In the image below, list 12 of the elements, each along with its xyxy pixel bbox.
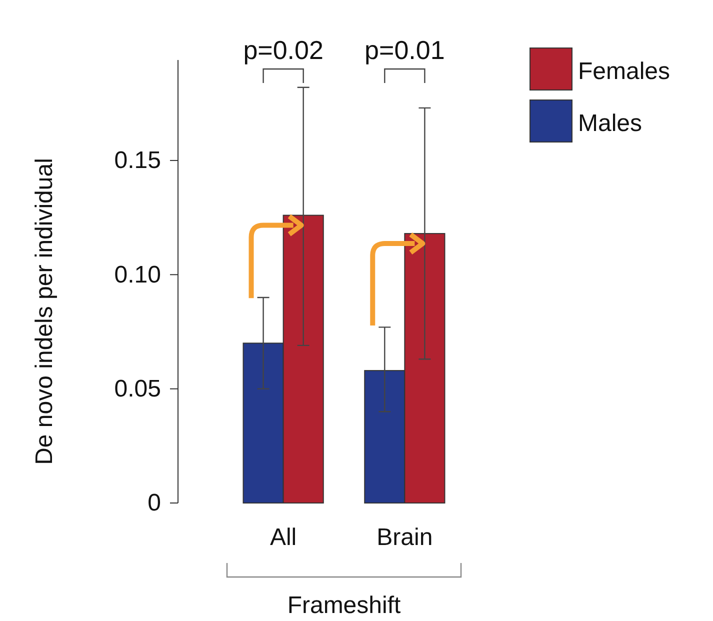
y-tick-label: 0.10	[114, 261, 161, 288]
annotation: p=0.02	[243, 35, 324, 65]
x-tick-label: Brain	[376, 524, 433, 551]
y-tick-label: 0.05	[114, 376, 161, 403]
y-tick-label: 0	[148, 490, 161, 517]
legend-label: Males	[578, 110, 642, 137]
legend-label: Females	[578, 58, 670, 85]
x-tick-label: All	[270, 524, 297, 551]
y-axis-title: De novo indels per individual	[31, 158, 58, 465]
x-axis-title: Frameshift	[287, 592, 402, 619]
annotation: p=0.01	[364, 35, 445, 65]
y-tick-label: 0.15	[114, 147, 161, 174]
